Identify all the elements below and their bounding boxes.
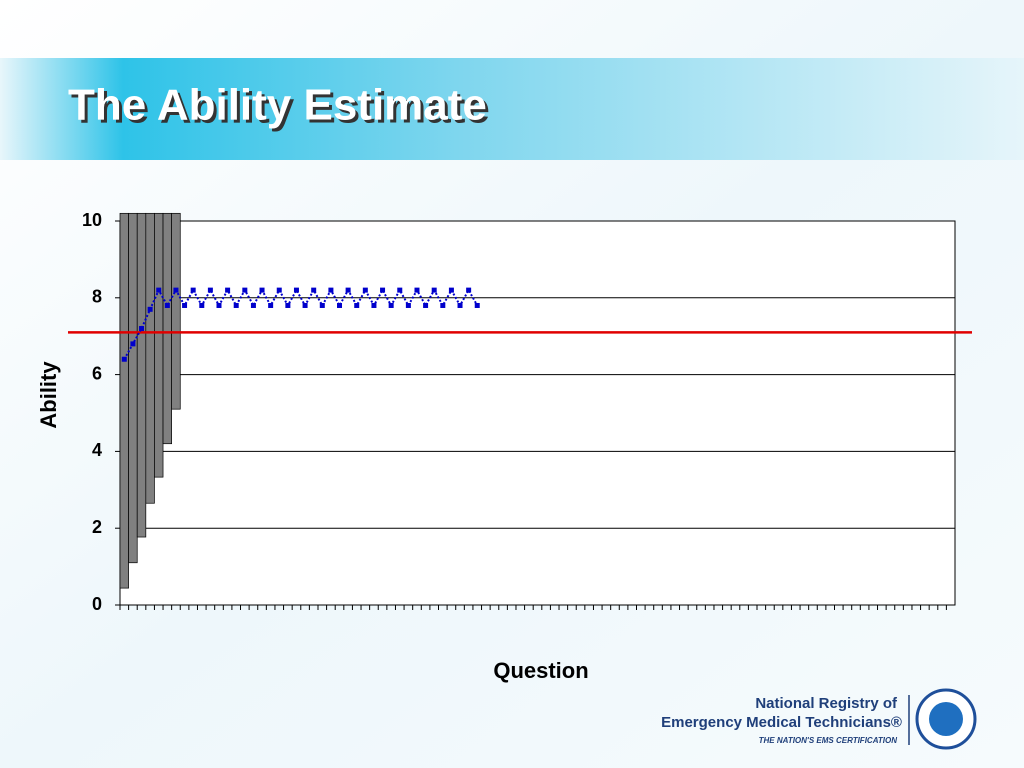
y-tick-label: 10 bbox=[82, 210, 102, 230]
y-axis-label: Ability bbox=[36, 361, 61, 429]
range-bar bbox=[119, 212, 129, 589]
logo-line: National Registry of bbox=[755, 695, 898, 712]
point-marker bbox=[147, 306, 153, 312]
title-band bbox=[0, 58, 1024, 160]
point-marker bbox=[121, 356, 127, 362]
point-marker bbox=[440, 302, 446, 308]
logo-line: THE NATION'S EMS CERTIFICATION bbox=[759, 736, 898, 745]
point-marker bbox=[405, 302, 411, 308]
point-marker bbox=[250, 302, 256, 308]
point-marker bbox=[216, 302, 222, 308]
point-marker bbox=[276, 287, 282, 293]
point-marker bbox=[319, 302, 325, 308]
point-marker bbox=[259, 287, 265, 293]
point-marker bbox=[311, 287, 317, 293]
point-marker bbox=[190, 287, 196, 293]
point-marker bbox=[337, 302, 343, 308]
point-marker bbox=[199, 302, 205, 308]
point-marker bbox=[397, 287, 403, 293]
range-bar bbox=[162, 212, 172, 445]
point-marker bbox=[388, 302, 394, 308]
point-marker bbox=[328, 287, 334, 293]
y-tick-label: 8 bbox=[92, 287, 102, 307]
logo: National Registry of Emergency Medical T… bbox=[661, 688, 977, 750]
point-marker bbox=[431, 287, 437, 293]
point-marker bbox=[207, 287, 213, 293]
plot-area bbox=[119, 220, 956, 606]
point-marker bbox=[285, 302, 291, 308]
point-marker bbox=[182, 302, 188, 308]
slide-title: The Ability Estimate bbox=[68, 81, 487, 130]
point-marker bbox=[474, 302, 480, 308]
point-marker bbox=[293, 287, 299, 293]
range-bar bbox=[136, 212, 147, 538]
point-marker bbox=[380, 287, 386, 293]
point-marker bbox=[362, 287, 368, 293]
point-marker bbox=[268, 302, 274, 308]
point-marker bbox=[164, 302, 170, 308]
range-bar bbox=[128, 212, 138, 564]
point-marker bbox=[139, 326, 145, 332]
y-tick-label: 2 bbox=[92, 517, 102, 537]
point-marker bbox=[242, 287, 248, 293]
point-marker bbox=[156, 287, 162, 293]
x-axis-label: Question bbox=[493, 658, 588, 683]
point-marker bbox=[345, 287, 351, 293]
point-marker bbox=[466, 287, 472, 293]
point-marker bbox=[457, 302, 463, 308]
series-line bbox=[123, 287, 479, 360]
logo-emblem-inner bbox=[929, 702, 963, 736]
point-marker bbox=[423, 302, 429, 308]
y-tick-label: 0 bbox=[92, 594, 102, 614]
logo-line: Emergency Medical Technicians® bbox=[661, 714, 902, 731]
range-bar bbox=[154, 212, 164, 478]
y-tick-label: 6 bbox=[92, 363, 102, 383]
y-tick-label: 4 bbox=[92, 440, 102, 460]
point-marker bbox=[302, 302, 308, 308]
point-marker bbox=[371, 302, 377, 308]
point-marker bbox=[414, 287, 420, 293]
point-marker bbox=[173, 287, 179, 293]
point-marker bbox=[448, 287, 454, 293]
range-bar bbox=[145, 212, 155, 504]
point-marker bbox=[130, 341, 136, 347]
title-shadow: The Ability Estimate bbox=[71, 84, 490, 133]
point-marker bbox=[233, 302, 239, 308]
point-marker bbox=[354, 302, 360, 308]
range-bar bbox=[171, 212, 181, 410]
point-marker bbox=[225, 287, 231, 293]
